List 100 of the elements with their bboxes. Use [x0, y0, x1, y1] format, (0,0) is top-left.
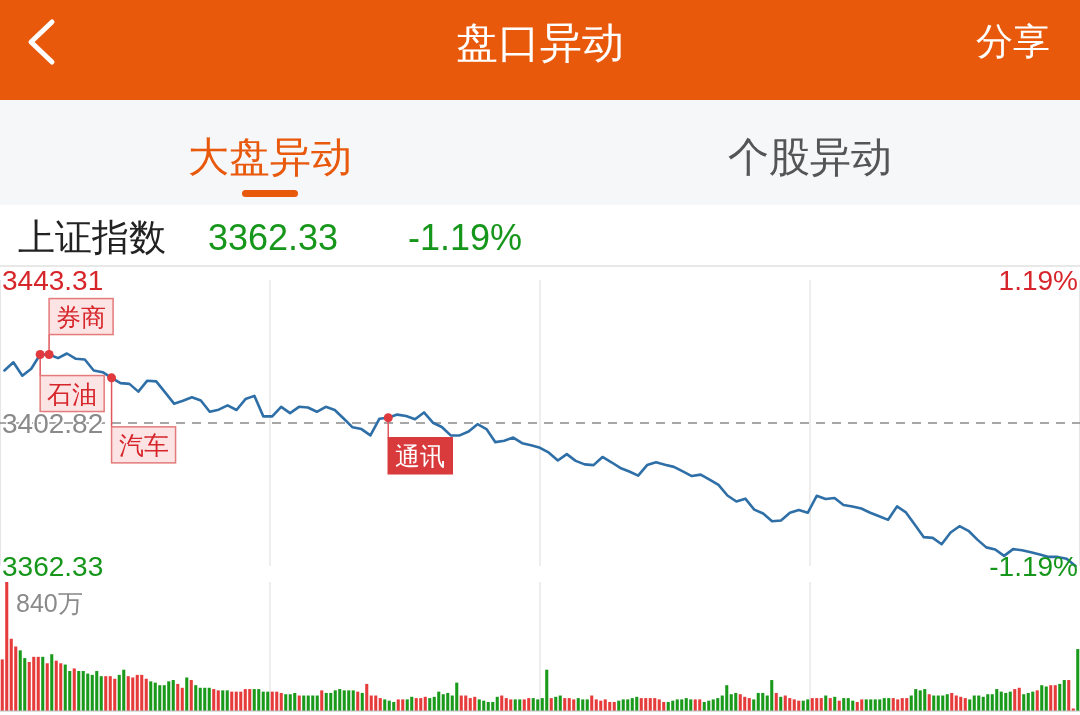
- bar: [1058, 683, 1062, 711]
- bar: [194, 685, 198, 711]
- bar: [279, 692, 283, 711]
- bar: [639, 698, 643, 711]
- bar: [419, 698, 423, 711]
- bar: [270, 691, 274, 711]
- bar: [887, 698, 891, 711]
- text: 个股异动: [728, 134, 892, 180]
- bar: [774, 692, 778, 711]
- text: 3362.33: [208, 217, 339, 258]
- bar: [77, 671, 81, 711]
- bar: [729, 694, 733, 711]
- bar: [171, 680, 175, 711]
- bar: [45, 663, 49, 711]
- text: 大盘异动: [188, 134, 352, 180]
- bar: [513, 699, 517, 711]
- bar: [275, 691, 279, 711]
- bar: [293, 692, 297, 711]
- bar: [603, 699, 607, 711]
- bar: [549, 698, 553, 711]
- bar: [626, 699, 630, 711]
- bar: [32, 656, 36, 711]
- bar: [585, 699, 589, 711]
- bar: [509, 699, 513, 711]
- bar: [788, 698, 792, 711]
- bar: [207, 687, 211, 711]
- bar: [1013, 689, 1017, 711]
- bar: [1008, 691, 1012, 711]
- bar: [414, 698, 418, 711]
- bar: [338, 689, 342, 711]
- bar: [896, 699, 900, 711]
- bar: [144, 678, 148, 711]
- bar: [108, 676, 112, 711]
- bar: [455, 682, 459, 711]
- bar: [428, 698, 432, 711]
- bar: [1035, 690, 1039, 711]
- bar: [806, 699, 810, 711]
- bar: [747, 698, 751, 711]
- annotation: 汽车: [118, 430, 169, 459]
- bar: [9, 638, 13, 711]
- bar: [999, 691, 1003, 711]
- bar: [981, 696, 985, 711]
- bar: [657, 699, 661, 711]
- bar: [963, 698, 967, 711]
- bar: [131, 677, 135, 711]
- bar: [257, 689, 261, 711]
- bar: [680, 699, 684, 711]
- bar: [18, 650, 22, 711]
- bar: [162, 685, 166, 711]
- bar: [621, 699, 625, 711]
- bar: [923, 689, 927, 711]
- bar: [567, 698, 571, 711]
- bar: [288, 694, 292, 711]
- bar: [815, 698, 819, 711]
- bar: [882, 698, 886, 711]
- bar: [810, 698, 814, 711]
- bar: [441, 694, 445, 711]
- bar: [995, 689, 999, 711]
- bar: [95, 671, 99, 711]
- annotation: 通讯: [395, 441, 446, 470]
- bar: [927, 694, 931, 711]
- bar: [252, 689, 256, 711]
- bar: [383, 699, 387, 711]
- bar: [527, 698, 531, 711]
- bar: [1040, 685, 1044, 711]
- bar: [1044, 686, 1048, 711]
- bar: [432, 696, 436, 711]
- annotation: 840万: [16, 589, 83, 617]
- bar: [198, 687, 202, 711]
- bar: [1049, 685, 1053, 711]
- text: 盘口异动: [456, 19, 624, 66]
- bar: [950, 692, 954, 711]
- bar: [473, 696, 477, 711]
- bar: [90, 674, 94, 711]
- bar: [410, 696, 414, 711]
- bar: [234, 691, 238, 711]
- bar: [635, 696, 639, 711]
- bar: [99, 676, 103, 711]
- bar: [212, 689, 216, 711]
- text: -1.19%: [408, 217, 523, 258]
- bar: [945, 694, 949, 711]
- bar: [1062, 680, 1066, 711]
- bar: [405, 699, 409, 711]
- bar: [1017, 687, 1021, 711]
- bar: [324, 692, 328, 711]
- bar: [900, 698, 904, 711]
- bar: [243, 689, 247, 711]
- bar: [59, 663, 63, 711]
- annotation: 券商: [56, 302, 107, 331]
- bar: [1022, 694, 1026, 711]
- bar: [468, 698, 472, 711]
- bar: [360, 692, 364, 711]
- bar: [1026, 692, 1030, 711]
- bar: [230, 691, 234, 711]
- bar: [554, 696, 558, 711]
- bar: [905, 698, 909, 711]
- bar: [86, 673, 90, 711]
- bar: [770, 680, 774, 711]
- bar: [846, 698, 850, 711]
- bar: [869, 699, 873, 711]
